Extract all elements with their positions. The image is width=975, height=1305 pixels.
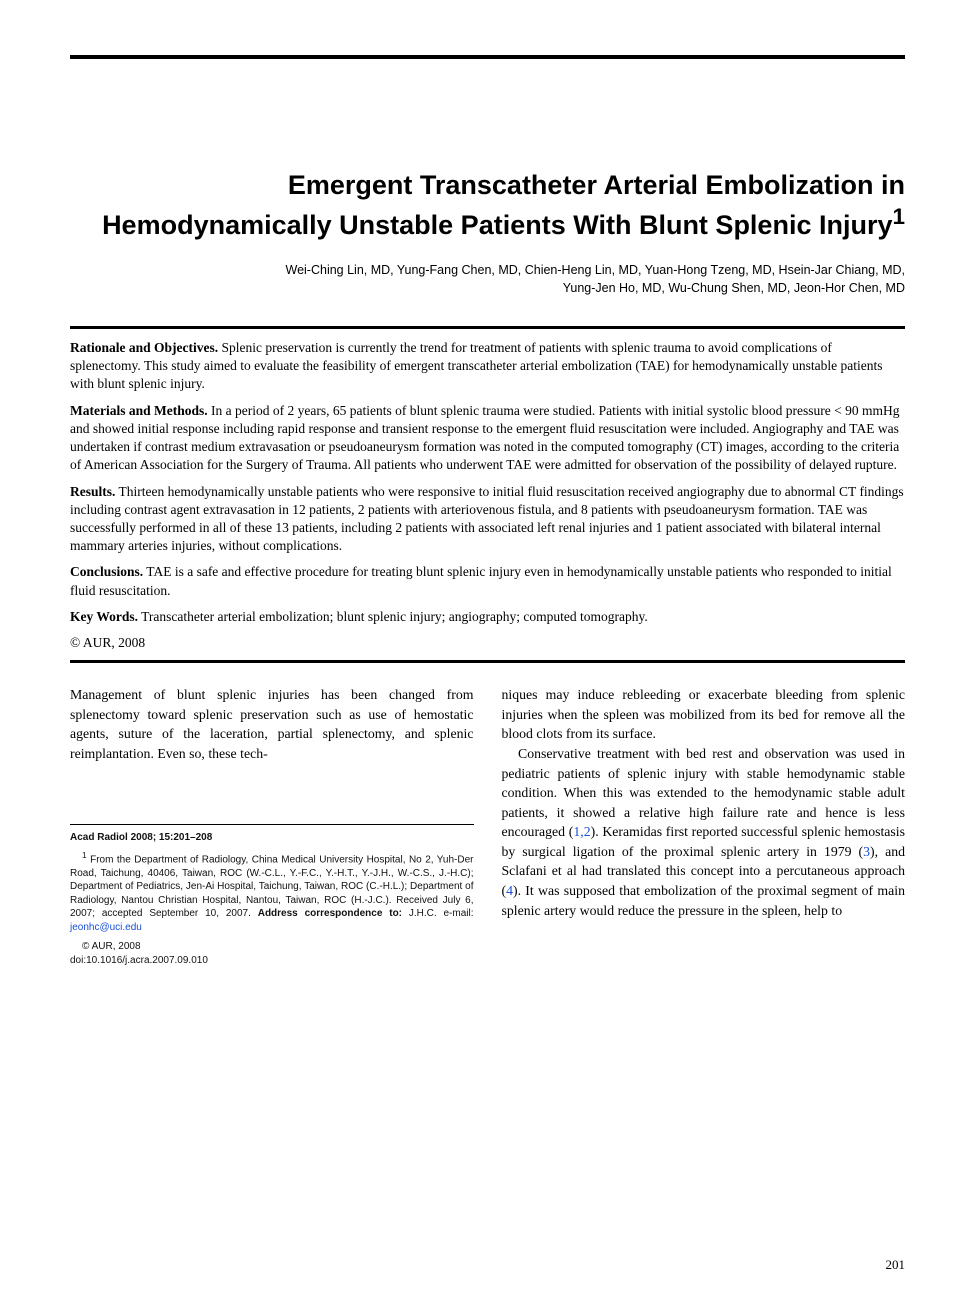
title-footnote-marker: 1	[892, 204, 905, 229]
authors-line-2: Yung-Jen Ho, MD, Wu-Chung Shen, MD, Jeon…	[70, 279, 905, 298]
left-column: Management of blunt splenic injuries has…	[70, 685, 474, 973]
footnotes-block: Acad Radiol 2008; 15:201–208 1 From the …	[70, 824, 474, 968]
title-text: Emergent Transcatheter Arterial Emboliza…	[102, 170, 905, 240]
body-para-1: Management of blunt splenic injuries has…	[70, 685, 474, 763]
abstract-conclusions: Conclusions. TAE is a safe and effective…	[70, 563, 905, 599]
footnote-doi: doi:10.1016/j.acra.2007.09.010	[70, 955, 208, 966]
article-title: Emergent Transcatheter Arterial Emboliza…	[70, 169, 905, 243]
body-para-2: niques may induce rebleeding or exacerba…	[502, 685, 906, 744]
conclusions-text: TAE is a safe and effective procedure fo…	[70, 564, 892, 597]
abstract-results: Results. Thirteen hemodynamically unstab…	[70, 483, 905, 556]
top-rule	[70, 55, 905, 59]
results-head: Results.	[70, 484, 115, 499]
citation-link-4[interactable]: 4	[506, 883, 513, 898]
body-columns: Management of blunt splenic injuries has…	[70, 685, 905, 973]
abstract-block: Rationale and Objectives. Splenic preser…	[70, 339, 905, 652]
p3-d: ). It was supposed that embolization of …	[502, 883, 906, 918]
affiliation-footnote: 1 From the Department of Radiology, Chin…	[70, 850, 474, 934]
abstract-materials: Materials and Methods. In a period of 2 …	[70, 402, 905, 475]
authors-line-1: Wei-Ching Lin, MD, Yung-Fang Chen, MD, C…	[70, 261, 905, 280]
title-block: Emergent Transcatheter Arterial Emboliza…	[70, 169, 905, 243]
journal-citation: Acad Radiol 2008; 15:201–208	[70, 831, 474, 845]
rationale-head: Rationale and Objectives.	[70, 340, 218, 355]
materials-head: Materials and Methods.	[70, 403, 208, 418]
keywords-head: Key Words.	[70, 609, 138, 624]
conclusions-head: Conclusions.	[70, 564, 143, 579]
keywords-text: Transcatheter arterial embolization; blu…	[138, 609, 648, 624]
body-para-3: Conservative treatment with bed rest and…	[502, 744, 906, 920]
authors-block: Wei-Ching Lin, MD, Yung-Fang Chen, MD, C…	[70, 261, 905, 299]
citation-link-1-2[interactable]: 1,2	[573, 824, 590, 839]
affil-text-b: J.H.C. e-mail:	[402, 908, 474, 919]
results-text: Thirteen hemodynamically unstable patien…	[70, 484, 904, 554]
footnote-rule	[70, 824, 474, 825]
rule-below-abstract	[70, 660, 905, 663]
rule-above-abstract	[70, 326, 905, 329]
abstract-rationale: Rationale and Objectives. Splenic preser…	[70, 339, 905, 394]
abstract-copyright: © AUR, 2008	[70, 634, 905, 652]
abstract-keywords: Key Words. Transcatheter arterial emboli…	[70, 608, 905, 626]
footnote-copyright: © AUR, 2008	[82, 941, 141, 952]
correspondence-email-link[interactable]: jeonhc@uci.edu	[70, 922, 142, 933]
page-number: 201	[886, 1257, 906, 1273]
citation-link-3[interactable]: 3	[863, 844, 870, 859]
footnote-copyright-doi: © AUR, 2008 doi:10.1016/j.acra.2007.09.01…	[70, 940, 474, 967]
right-column: niques may induce rebleeding or exacerba…	[502, 685, 906, 973]
address-correspondence-label: Address correspondence to:	[258, 908, 402, 919]
